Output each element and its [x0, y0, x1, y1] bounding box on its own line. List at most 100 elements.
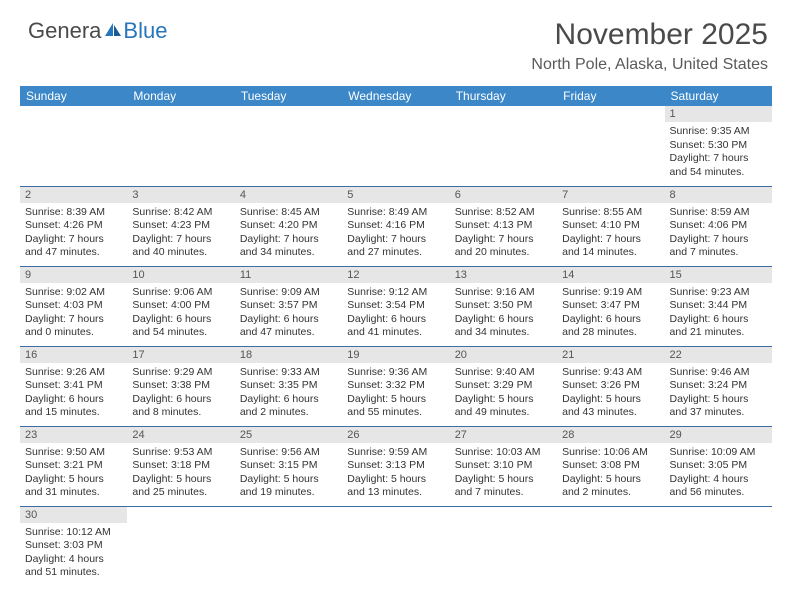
calendar-body: 1Sunrise: 9:35 AMSunset: 5:30 PMDaylight…: [20, 106, 772, 586]
calendar-cell: 10Sunrise: 9:06 AMSunset: 4:00 PMDayligh…: [127, 266, 234, 346]
calendar-cell: 9Sunrise: 9:02 AMSunset: 4:03 PMDaylight…: [20, 266, 127, 346]
daylight-line: Daylight: 7 hours and 54 minutes.: [670, 152, 767, 179]
day-number: 26: [342, 427, 449, 443]
sunrise-line: Sunrise: 10:03 AM: [455, 446, 552, 460]
sunset-line: Sunset: 3:15 PM: [240, 459, 337, 473]
col-sunday: Sunday: [20, 86, 127, 106]
sunrise-line: Sunrise: 9:56 AM: [240, 446, 337, 460]
sunrise-line: Sunrise: 9:06 AM: [132, 286, 229, 300]
daylight-line: Daylight: 5 hours and 19 minutes.: [240, 473, 337, 500]
cell-body: Sunrise: 8:39 AMSunset: 4:26 PMDaylight:…: [20, 203, 127, 266]
sunset-line: Sunset: 4:00 PM: [132, 299, 229, 313]
sunset-line: Sunset: 4:20 PM: [240, 219, 337, 233]
cell-body: Sunrise: 9:56 AMSunset: 3:15 PMDaylight:…: [235, 443, 342, 506]
day-number: 2: [20, 187, 127, 203]
sunrise-line: Sunrise: 10:06 AM: [562, 446, 659, 460]
daylight-line: Daylight: 6 hours and 54 minutes.: [132, 313, 229, 340]
cell-body: Sunrise: 9:59 AMSunset: 3:13 PMDaylight:…: [342, 443, 449, 506]
calendar-cell: [557, 506, 664, 586]
daylight-line: Daylight: 6 hours and 47 minutes.: [240, 313, 337, 340]
day-number: 20: [450, 347, 557, 363]
calendar-cell: 20Sunrise: 9:40 AMSunset: 3:29 PMDayligh…: [450, 346, 557, 426]
cell-body: Sunrise: 9:02 AMSunset: 4:03 PMDaylight:…: [20, 283, 127, 346]
calendar-week-row: 16Sunrise: 9:26 AMSunset: 3:41 PMDayligh…: [20, 346, 772, 426]
sunrise-line: Sunrise: 8:49 AM: [347, 206, 444, 220]
day-number: 27: [450, 427, 557, 443]
sunrise-line: Sunrise: 9:26 AM: [25, 366, 122, 380]
daylight-line: Daylight: 7 hours and 40 minutes.: [132, 233, 229, 260]
day-number: 11: [235, 267, 342, 283]
day-number: 19: [342, 347, 449, 363]
cell-body: Sunrise: 8:49 AMSunset: 4:16 PMDaylight:…: [342, 203, 449, 266]
day-number: 21: [557, 347, 664, 363]
sunset-line: Sunset: 4:23 PM: [132, 219, 229, 233]
cell-body: Sunrise: 8:55 AMSunset: 4:10 PMDaylight:…: [557, 203, 664, 266]
daylight-line: Daylight: 7 hours and 0 minutes.: [25, 313, 122, 340]
day-number: 8: [665, 187, 772, 203]
cell-body: Sunrise: 9:35 AMSunset: 5:30 PMDaylight:…: [665, 122, 772, 185]
calendar-cell: [235, 506, 342, 586]
sunset-line: Sunset: 3:18 PM: [132, 459, 229, 473]
cell-body: Sunrise: 9:23 AMSunset: 3:44 PMDaylight:…: [665, 283, 772, 346]
calendar-cell: [127, 106, 234, 186]
day-number: 14: [557, 267, 664, 283]
sunset-line: Sunset: 3:35 PM: [240, 379, 337, 393]
day-number: 25: [235, 427, 342, 443]
sunset-line: Sunset: 5:30 PM: [670, 139, 767, 153]
daylight-line: Daylight: 6 hours and 34 minutes.: [455, 313, 552, 340]
daylight-line: Daylight: 5 hours and 2 minutes.: [562, 473, 659, 500]
sunrise-line: Sunrise: 8:39 AM: [25, 206, 122, 220]
location-text: North Pole, Alaska, United States: [531, 56, 768, 74]
calendar-cell: 21Sunrise: 9:43 AMSunset: 3:26 PMDayligh…: [557, 346, 664, 426]
sunset-line: Sunset: 4:13 PM: [455, 219, 552, 233]
sunset-line: Sunset: 3:03 PM: [25, 539, 122, 553]
calendar-cell: 26Sunrise: 9:59 AMSunset: 3:13 PMDayligh…: [342, 426, 449, 506]
calendar-header-row: Sunday Monday Tuesday Wednesday Thursday…: [20, 86, 772, 106]
calendar-cell: 12Sunrise: 9:12 AMSunset: 3:54 PMDayligh…: [342, 266, 449, 346]
calendar-cell: [342, 506, 449, 586]
daylight-line: Daylight: 6 hours and 28 minutes.: [562, 313, 659, 340]
daylight-line: Daylight: 5 hours and 25 minutes.: [132, 473, 229, 500]
calendar-cell: 14Sunrise: 9:19 AMSunset: 3:47 PMDayligh…: [557, 266, 664, 346]
calendar-cell: [342, 106, 449, 186]
sunrise-line: Sunrise: 8:59 AM: [670, 206, 767, 220]
calendar-cell: 4Sunrise: 8:45 AMSunset: 4:20 PMDaylight…: [235, 186, 342, 266]
cell-body: Sunrise: 8:45 AMSunset: 4:20 PMDaylight:…: [235, 203, 342, 266]
sunrise-line: Sunrise: 9:40 AM: [455, 366, 552, 380]
sunset-line: Sunset: 3:32 PM: [347, 379, 444, 393]
cell-body: Sunrise: 9:26 AMSunset: 3:41 PMDaylight:…: [20, 363, 127, 426]
calendar-week-row: 9Sunrise: 9:02 AMSunset: 4:03 PMDaylight…: [20, 266, 772, 346]
daylight-line: Daylight: 7 hours and 27 minutes.: [347, 233, 444, 260]
sail-icon: [104, 18, 122, 44]
cell-body: Sunrise: 9:12 AMSunset: 3:54 PMDaylight:…: [342, 283, 449, 346]
calendar-cell: 1Sunrise: 9:35 AMSunset: 5:30 PMDaylight…: [665, 106, 772, 186]
day-number: 4: [235, 187, 342, 203]
sunrise-line: Sunrise: 9:43 AM: [562, 366, 659, 380]
calendar-cell: 16Sunrise: 9:26 AMSunset: 3:41 PMDayligh…: [20, 346, 127, 426]
day-number: 23: [20, 427, 127, 443]
calendar-cell: 13Sunrise: 9:16 AMSunset: 3:50 PMDayligh…: [450, 266, 557, 346]
day-number: 13: [450, 267, 557, 283]
sunrise-line: Sunrise: 9:23 AM: [670, 286, 767, 300]
cell-body: Sunrise: 9:16 AMSunset: 3:50 PMDaylight:…: [450, 283, 557, 346]
sunset-line: Sunset: 3:10 PM: [455, 459, 552, 473]
sunset-line: Sunset: 3:05 PM: [670, 459, 767, 473]
sunset-line: Sunset: 3:44 PM: [670, 299, 767, 313]
sunset-line: Sunset: 3:38 PM: [132, 379, 229, 393]
daylight-line: Daylight: 5 hours and 7 minutes.: [455, 473, 552, 500]
calendar-week-row: 23Sunrise: 9:50 AMSunset: 3:21 PMDayligh…: [20, 426, 772, 506]
day-number: 12: [342, 267, 449, 283]
cell-body: Sunrise: 9:46 AMSunset: 3:24 PMDaylight:…: [665, 363, 772, 426]
col-tuesday: Tuesday: [235, 86, 342, 106]
calendar-cell: 3Sunrise: 8:42 AMSunset: 4:23 PMDaylight…: [127, 186, 234, 266]
col-saturday: Saturday: [665, 86, 772, 106]
calendar-cell: 19Sunrise: 9:36 AMSunset: 3:32 PMDayligh…: [342, 346, 449, 426]
day-number: 29: [665, 427, 772, 443]
calendar-cell: 30Sunrise: 10:12 AMSunset: 3:03 PMDaylig…: [20, 506, 127, 586]
cell-body: Sunrise: 10:03 AMSunset: 3:10 PMDaylight…: [450, 443, 557, 506]
day-number: 5: [342, 187, 449, 203]
day-number: 22: [665, 347, 772, 363]
cell-body: Sunrise: 9:06 AMSunset: 4:00 PMDaylight:…: [127, 283, 234, 346]
sunrise-line: Sunrise: 9:16 AM: [455, 286, 552, 300]
sunrise-line: Sunrise: 10:12 AM: [25, 526, 122, 540]
